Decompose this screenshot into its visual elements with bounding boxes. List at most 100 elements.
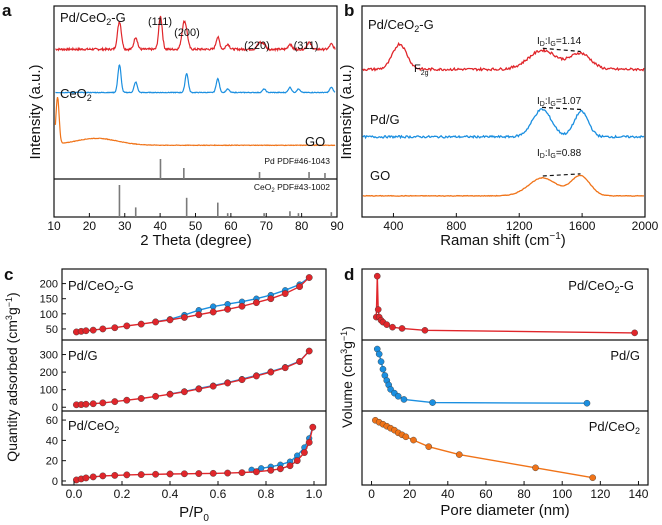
panel-c-series xyxy=(73,274,317,484)
isotherm-adsorption-point xyxy=(276,465,284,473)
xrd-line-1 xyxy=(55,64,336,94)
pore-point xyxy=(373,272,381,280)
pore-point xyxy=(383,321,391,328)
d-xtick-label-7: 140 xyxy=(628,487,648,501)
raman-line-1 xyxy=(362,108,645,140)
b-xtick-label-2: 1200 xyxy=(506,219,533,233)
d-xtick-label-3: 60 xyxy=(479,487,493,501)
d-xtick-label-0: 0 xyxy=(368,487,375,501)
panel-a-series xyxy=(54,15,336,147)
panel-b-xlabel: Raman shift (cm−1) xyxy=(440,231,566,249)
raman-ratio-line-2 xyxy=(542,173,581,177)
pore-line-1 xyxy=(376,348,588,404)
c-xtick-label-1: 0.2 xyxy=(114,487,131,501)
c-xtick-label-3: 0.6 xyxy=(210,487,227,501)
pore-point xyxy=(402,433,410,441)
isotherm-adsorption-point xyxy=(166,316,174,324)
label-a-ceo2: CeO2 xyxy=(60,86,92,103)
a-xtick-label-3: 40 xyxy=(153,219,167,233)
isotherm-adsorption-point xyxy=(89,473,97,481)
isotherm-adsorption-point xyxy=(309,423,317,431)
raman-line-2 xyxy=(362,174,645,197)
label-c-pdceo2g: Pd/CeO2-G xyxy=(68,278,134,295)
isotherm-desorption-point xyxy=(210,303,217,310)
b-xtick-label-1: 800 xyxy=(446,219,466,233)
pore-point xyxy=(410,436,417,444)
a-xtick-label-8: 90 xyxy=(330,219,344,233)
a-xtick-label-4: 50 xyxy=(189,219,203,233)
isotherm-adsorption-point xyxy=(195,311,203,319)
isotherm-adsorption-point xyxy=(296,358,303,365)
isotherm-adsorption-point xyxy=(123,396,131,404)
panel-letter-b: b xyxy=(344,1,354,20)
isotherm-adsorption-point xyxy=(281,290,289,297)
isotherm-adsorption-point xyxy=(224,379,232,387)
isotherm-adsorption-point xyxy=(137,320,145,328)
panel-b-ticks: 400 800 1200 1600 2000 xyxy=(383,213,659,233)
isotherm-adsorption-point xyxy=(152,470,160,478)
a-xtick-label-5: 60 xyxy=(224,219,238,233)
d-xtick-label-5: 100 xyxy=(552,487,572,501)
panel-letter-a: a xyxy=(2,1,12,20)
panel-a-ticks: 10 20 30 40 50 60 70 80 90 xyxy=(47,213,344,233)
isotherm-adsorption-point xyxy=(195,385,203,393)
d-xtick-label-2: 40 xyxy=(441,487,455,501)
label-a-pdceo2g: Pd/CeO2-G xyxy=(60,10,126,27)
isotherm-adsorption-point xyxy=(238,376,246,384)
isotherm-adsorption-point xyxy=(123,471,131,479)
panel-c-frame xyxy=(61,268,327,486)
c-xtick-label-2: 0.4 xyxy=(162,487,179,501)
panel-d-ylabel: Volume (cm3g−1) xyxy=(339,326,355,428)
pore-point xyxy=(375,350,383,358)
pore-point xyxy=(400,396,408,403)
panel-a-xlabel: 2 Theta (degree) xyxy=(140,232,251,249)
isotherm-adsorption-point xyxy=(111,324,119,332)
raman-line-0 xyxy=(362,41,645,72)
isotherm-adsorption-point xyxy=(238,469,246,477)
ratio-label-go: ID:IG=0.88 xyxy=(537,148,582,160)
isotherm-adsorption-point xyxy=(209,469,217,477)
label-c-pdg: Pd/G xyxy=(68,348,98,363)
isotherm-adsorption-point xyxy=(180,314,188,321)
isotherm-adsorption-point xyxy=(82,327,90,335)
a-xtick-label-2: 30 xyxy=(118,219,132,233)
c-ytick-label: 0 xyxy=(52,476,58,488)
panel-d-series xyxy=(372,272,638,482)
pore-point xyxy=(631,329,638,337)
isotherm-adsorption-point xyxy=(252,299,260,307)
isotherm-adsorption-point xyxy=(180,470,188,478)
panel-a: a 10 20 30 40 50 60 70 80 90 Intensity (a.u.) 2 … xyxy=(2,1,344,249)
c-ytick-label: 300 xyxy=(40,350,58,362)
isotherm-adsorption-point xyxy=(89,326,97,334)
isotherm-adsorption-point xyxy=(293,457,301,465)
panel-a-reference-lines xyxy=(118,159,333,217)
pore-point xyxy=(389,323,396,331)
panel-c-ticks: 50 100 150 200 0 100 200 300 0 20 40 60 0.0 0.2 0.4 0.6… xyxy=(40,279,323,501)
isotherm-adsorption-point xyxy=(224,305,232,313)
panel-b-ylabel: Intensity (a.u.) xyxy=(338,64,355,159)
isotherm-adsorption-point xyxy=(152,392,160,400)
a-xtick-label-0: 10 xyxy=(47,219,61,233)
panel-b-series xyxy=(362,41,645,197)
isotherm-adsorption-point xyxy=(305,347,313,355)
isotherm-adsorption-point xyxy=(305,439,313,446)
isotherm-adsorption-point xyxy=(300,449,308,456)
c-ytick-label: 50 xyxy=(46,324,58,336)
label-d-pdg: Pd/G xyxy=(610,348,640,363)
d-xtick-label-4: 80 xyxy=(517,487,531,501)
c-ytick-label: 60 xyxy=(46,415,58,427)
c-ytick-label: 150 xyxy=(40,294,58,306)
pore-point xyxy=(398,325,406,332)
a-xtick-label-6: 70 xyxy=(260,219,274,233)
isotherm-adsorption-point xyxy=(209,308,217,316)
pore-point xyxy=(455,451,463,458)
isotherm-adsorption-point xyxy=(99,399,107,407)
isotherm-adsorption-point xyxy=(195,470,203,477)
isotherm-adsorption-point xyxy=(166,390,174,398)
isotherm-adsorption-point xyxy=(267,368,275,376)
isotherm-adsorption-point xyxy=(111,471,119,479)
c-xtick-label-0: 0.0 xyxy=(66,487,83,501)
pore-point xyxy=(589,474,597,482)
peak-label-200: (200) xyxy=(174,27,200,39)
